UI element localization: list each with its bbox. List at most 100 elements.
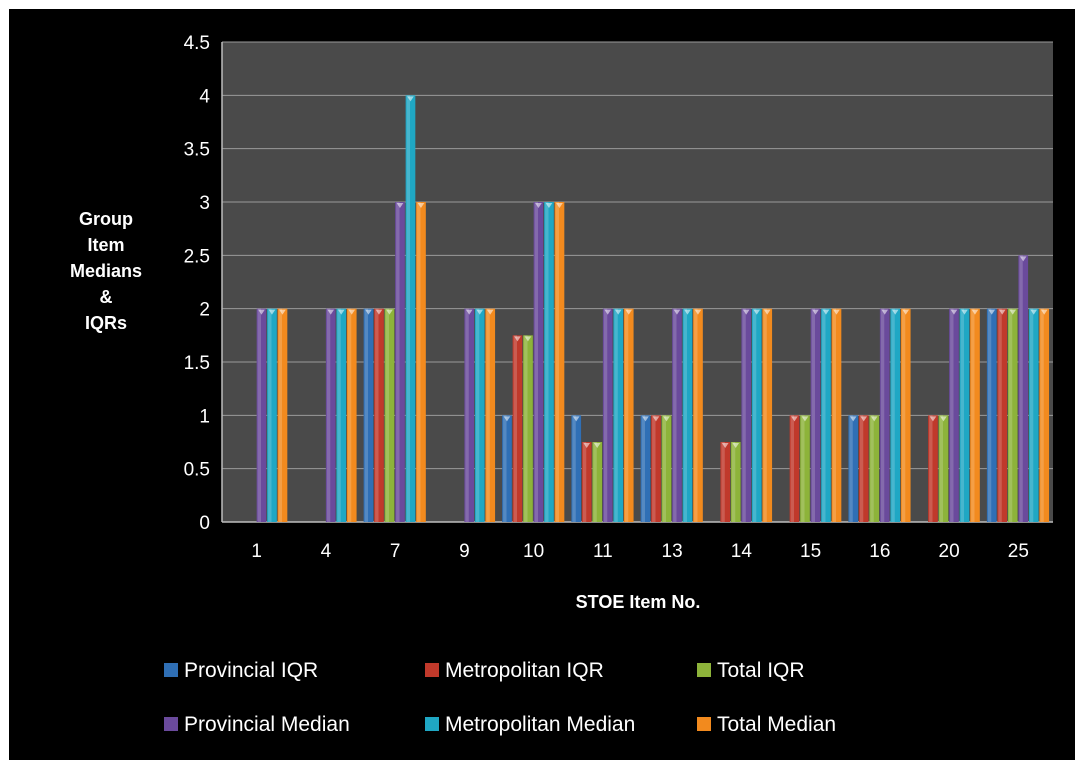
bar-total-median-item-16	[900, 308, 911, 522]
bar-top-marker	[1019, 256, 1027, 262]
bar-metropolitan-median-item-9	[474, 308, 485, 522]
bar-top-marker	[348, 309, 356, 315]
gridlines	[221, 41, 1053, 523]
bar-total-median-item-7	[416, 202, 426, 522]
y-axis-title-line: &	[100, 287, 113, 307]
x-tick-label: 4	[321, 541, 332, 562]
bar-provincial-iqr-item-11	[571, 415, 582, 522]
bar-provincial-median-item-16	[879, 308, 890, 522]
bar-metropolitan-median-item-25	[1028, 308, 1039, 522]
bar-top-marker	[535, 203, 542, 208]
bar-top-marker	[732, 443, 740, 448]
bar-highlight	[1019, 255, 1023, 523]
bar-highlight	[475, 308, 480, 522]
bar-metropolitan-median-item-11	[613, 308, 624, 522]
bar-highlight	[998, 308, 1002, 522]
x-tick-label: 20	[939, 541, 960, 562]
bar-provincial-median-item-25	[1018, 255, 1029, 523]
x-tick-label: 14	[731, 541, 753, 562]
y-tick-labels: 0 0.5 1 1.5 2 2.5 3 3.5 4 4.5	[184, 33, 211, 534]
bar-highlight	[465, 308, 469, 522]
bar-top-marker	[545, 203, 553, 208]
bar-top-marker	[663, 416, 670, 422]
plot-area	[222, 42, 1053, 522]
bar-top-marker	[604, 309, 612, 315]
legend-swatch	[164, 663, 178, 677]
bar-highlight	[939, 415, 944, 522]
bar-metropolitan-median-item-16	[890, 308, 901, 522]
x-tick-label: 10	[523, 541, 544, 562]
bar-highlight	[929, 415, 933, 522]
bar-total-iqr-item-20	[938, 415, 949, 522]
bar-highlight	[417, 202, 421, 522]
bar-metropolitan-median-item-15	[821, 308, 831, 522]
bar-top-marker	[337, 309, 345, 315]
bar-highlight	[832, 308, 837, 522]
y-tick-label: 2	[199, 300, 210, 321]
chart-frame: 0 0.5 1 1.5 2 2.5 3 3.5 4 4.5 1 4 7 9 10 11 13 14 15 16 20 2…	[9, 9, 1075, 760]
bar-highlight	[901, 308, 906, 522]
legend-swatch	[164, 717, 178, 731]
bar-highlight	[683, 308, 688, 522]
bar-highlight	[870, 415, 874, 522]
y-axis-title: Group Item Medians & IQRs	[70, 209, 142, 333]
bar-top-marker	[268, 309, 276, 315]
bar-highlight	[326, 308, 331, 522]
bar-total-median-item-4	[346, 308, 357, 522]
bar-highlight	[545, 202, 549, 522]
x-tick-label: 25	[1008, 541, 1029, 562]
bar-top-marker	[642, 416, 649, 422]
bar-top-marker	[684, 309, 691, 315]
y-tick-label: 2.5	[184, 246, 210, 267]
bar-top-marker	[476, 309, 484, 315]
bar-chart: 00.511.522.533.544.5 1 4 7 9 10 11 13 14 15 16 20 2…	[70, 33, 1053, 736]
bar-top-marker	[753, 309, 761, 315]
bar-highlight	[652, 415, 656, 522]
y-tick-label: 4.5	[184, 33, 210, 54]
bar-metropolitan-median-item-10	[544, 202, 554, 522]
legend: Provincial IQR Metropolitan IQR Total IQR P…	[164, 659, 836, 736]
bar-provincial-median-item-1	[256, 308, 267, 522]
bar-highlight	[278, 308, 283, 522]
bar-top-marker	[998, 309, 1006, 315]
x-tick-label: 15	[800, 541, 821, 562]
bar-total-median-item-11	[623, 308, 634, 522]
bar-highlight	[513, 335, 518, 522]
bar-top-marker	[365, 309, 372, 315]
bar-top-marker	[763, 309, 771, 315]
x-tick-label: 16	[869, 541, 890, 562]
bar-highlight	[624, 308, 629, 522]
bar-highlight	[614, 308, 618, 522]
bar-highlight	[641, 415, 646, 522]
bar-top-marker	[721, 443, 729, 448]
bar-highlight	[364, 308, 369, 522]
bar-top-marker	[891, 309, 899, 315]
bar-highlight	[811, 308, 816, 522]
bar-top-marker	[849, 416, 857, 422]
bar-highlight	[960, 308, 965, 522]
x-axis-title: STOE Item No.	[576, 592, 701, 612]
bar-top-marker	[822, 309, 830, 315]
bar-metropolitan-median-item-1	[267, 308, 277, 522]
bar-highlight	[891, 308, 895, 522]
bar-highlight	[987, 308, 992, 522]
bar-top-marker	[1030, 309, 1038, 315]
bar-highlight	[406, 95, 411, 522]
bar-highlight	[694, 308, 698, 522]
bar-metropolitan-iqr-item-20	[928, 415, 938, 522]
bar-highlight	[849, 415, 853, 522]
bar-provincial-iqr-item-16	[848, 415, 859, 522]
bar-highlight	[257, 308, 262, 522]
bar-highlight	[731, 442, 736, 522]
y-tick-label: 0.5	[184, 460, 210, 481]
bar-top-marker	[791, 416, 798, 422]
bar-metropolitan-iqr-item-25	[997, 308, 1008, 522]
bar-metropolitan-iqr-item-10	[512, 335, 523, 522]
bar-metropolitan-iqr-item-15	[789, 415, 800, 522]
bar-top-marker	[486, 309, 494, 315]
x-tick-labels: 1 4 7 9 10 11 13 14 15 16 20 25	[251, 541, 1029, 562]
bar-highlight	[859, 415, 864, 522]
x-tick-label: 11	[593, 541, 613, 562]
bar-provincial-median-item-11	[602, 308, 613, 522]
bars	[256, 95, 1050, 523]
